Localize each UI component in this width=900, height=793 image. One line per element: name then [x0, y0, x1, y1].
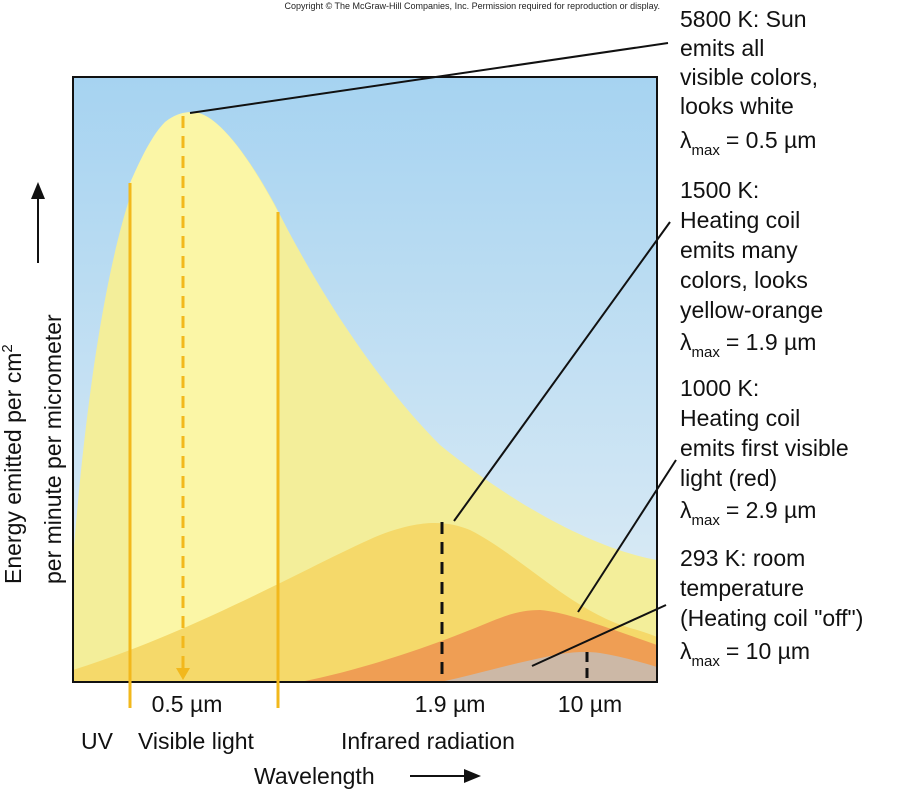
lambda-symbol: λ [680, 329, 692, 355]
annotation-1500k-line4: colors, looks [680, 267, 808, 293]
lambda-symbol: λ [680, 638, 692, 664]
annotation-5800k-line1: 5800 K: Sun [680, 6, 807, 32]
annotation-1500k: 1500 K: Heating coil emits many colors, … [680, 177, 823, 361]
plot-frame [72, 76, 658, 683]
annotation-1500k-lambda: λmax = 1.9 µm [680, 329, 816, 361]
annotation-5800k: 5800 K: Sun emits all visible colors, lo… [680, 6, 818, 159]
annotation-1000k-lambda: λmax = 2.9 µm [680, 497, 816, 529]
annotation-5800k-line4: looks white [680, 93, 794, 119]
annotation-293k-lambda: λmax = 10 µm [680, 638, 810, 670]
annotation-1500k-line5: yellow-orange [680, 297, 823, 323]
tick-label-10um: 10 µm [558, 691, 622, 717]
annotation-1000k-line3: emits first visible [680, 435, 849, 461]
tick-label-1-9um: 1.9 µm [415, 691, 486, 717]
region-label-infrared: Infrared radiation [341, 728, 515, 754]
annotation-293k: 293 K: room temperature (Heating coil "o… [680, 545, 863, 670]
copyright-text: Copyright © The McGraw-Hill Companies, I… [285, 1, 660, 11]
lambda-value: = 0.5 µm [726, 127, 817, 153]
y-label-line1: Energy emitted per cm [0, 353, 26, 584]
x-axis-arrowhead [464, 769, 481, 783]
region-label-visible: Visible light [138, 728, 255, 754]
annotation-1000k-line1: 1000 K: [680, 375, 759, 401]
annotation-5800k-line2: emits all [680, 35, 764, 61]
lambda-value: = 10 µm [726, 638, 810, 664]
leader-line-293k [531, 604, 667, 667]
annotation-293k-line2: temperature [680, 575, 804, 601]
lambda-subscript: max [692, 653, 721, 670]
y-axis-label: Energy emitted per cm2 per minute per mi… [0, 314, 66, 584]
annotation-5800k-lambda: λmax = 0.5 µm [680, 127, 816, 159]
lambda-subscript: max [692, 142, 721, 159]
y-label-superscript: 2 [0, 344, 16, 352]
annotation-1500k-line2: Heating coil [680, 207, 800, 233]
svg-text:Energy emitted per cm2: Energy emitted per cm2 [0, 344, 26, 584]
annotation-293k-line1: 293 K: room [680, 545, 805, 571]
y-label-line2: per minute per micrometer [40, 314, 66, 584]
visible-light-band [130, 112, 278, 682]
annotation-1000k-line4: light (red) [680, 465, 777, 491]
lambda-symbol: λ [680, 127, 692, 153]
leader-line-sun [189, 42, 669, 114]
lambda-value: = 2.9 µm [726, 497, 817, 523]
lambda-subscript: max [692, 512, 721, 529]
annotation-1000k: 1000 K: Heating coil emits first visible… [680, 375, 849, 529]
annotation-5800k-line3: visible colors, [680, 64, 818, 90]
curve-293k [440, 652, 657, 682]
tick-label-0-5um: 0.5 µm [152, 691, 223, 717]
plot-area [73, 77, 657, 682]
lambda-value: = 1.9 µm [726, 329, 817, 355]
annotation-1500k-line1: 1500 K: [680, 177, 759, 203]
lambda-subscript: max [692, 344, 721, 361]
annotation-293k-line3: (Heating coil "off") [680, 605, 863, 631]
region-label-uv: UV [81, 728, 114, 754]
x-axis-label: Wavelength [254, 763, 375, 789]
y-axis-arrowhead [31, 182, 45, 199]
leader-line-1000k [577, 459, 677, 613]
annotation-1500k-line3: emits many [680, 237, 798, 263]
leader-line-1500k [453, 221, 671, 522]
annotation-1000k-line2: Heating coil [680, 405, 800, 431]
peak-arrowhead-5800k [176, 668, 190, 680]
lambda-symbol: λ [680, 497, 692, 523]
